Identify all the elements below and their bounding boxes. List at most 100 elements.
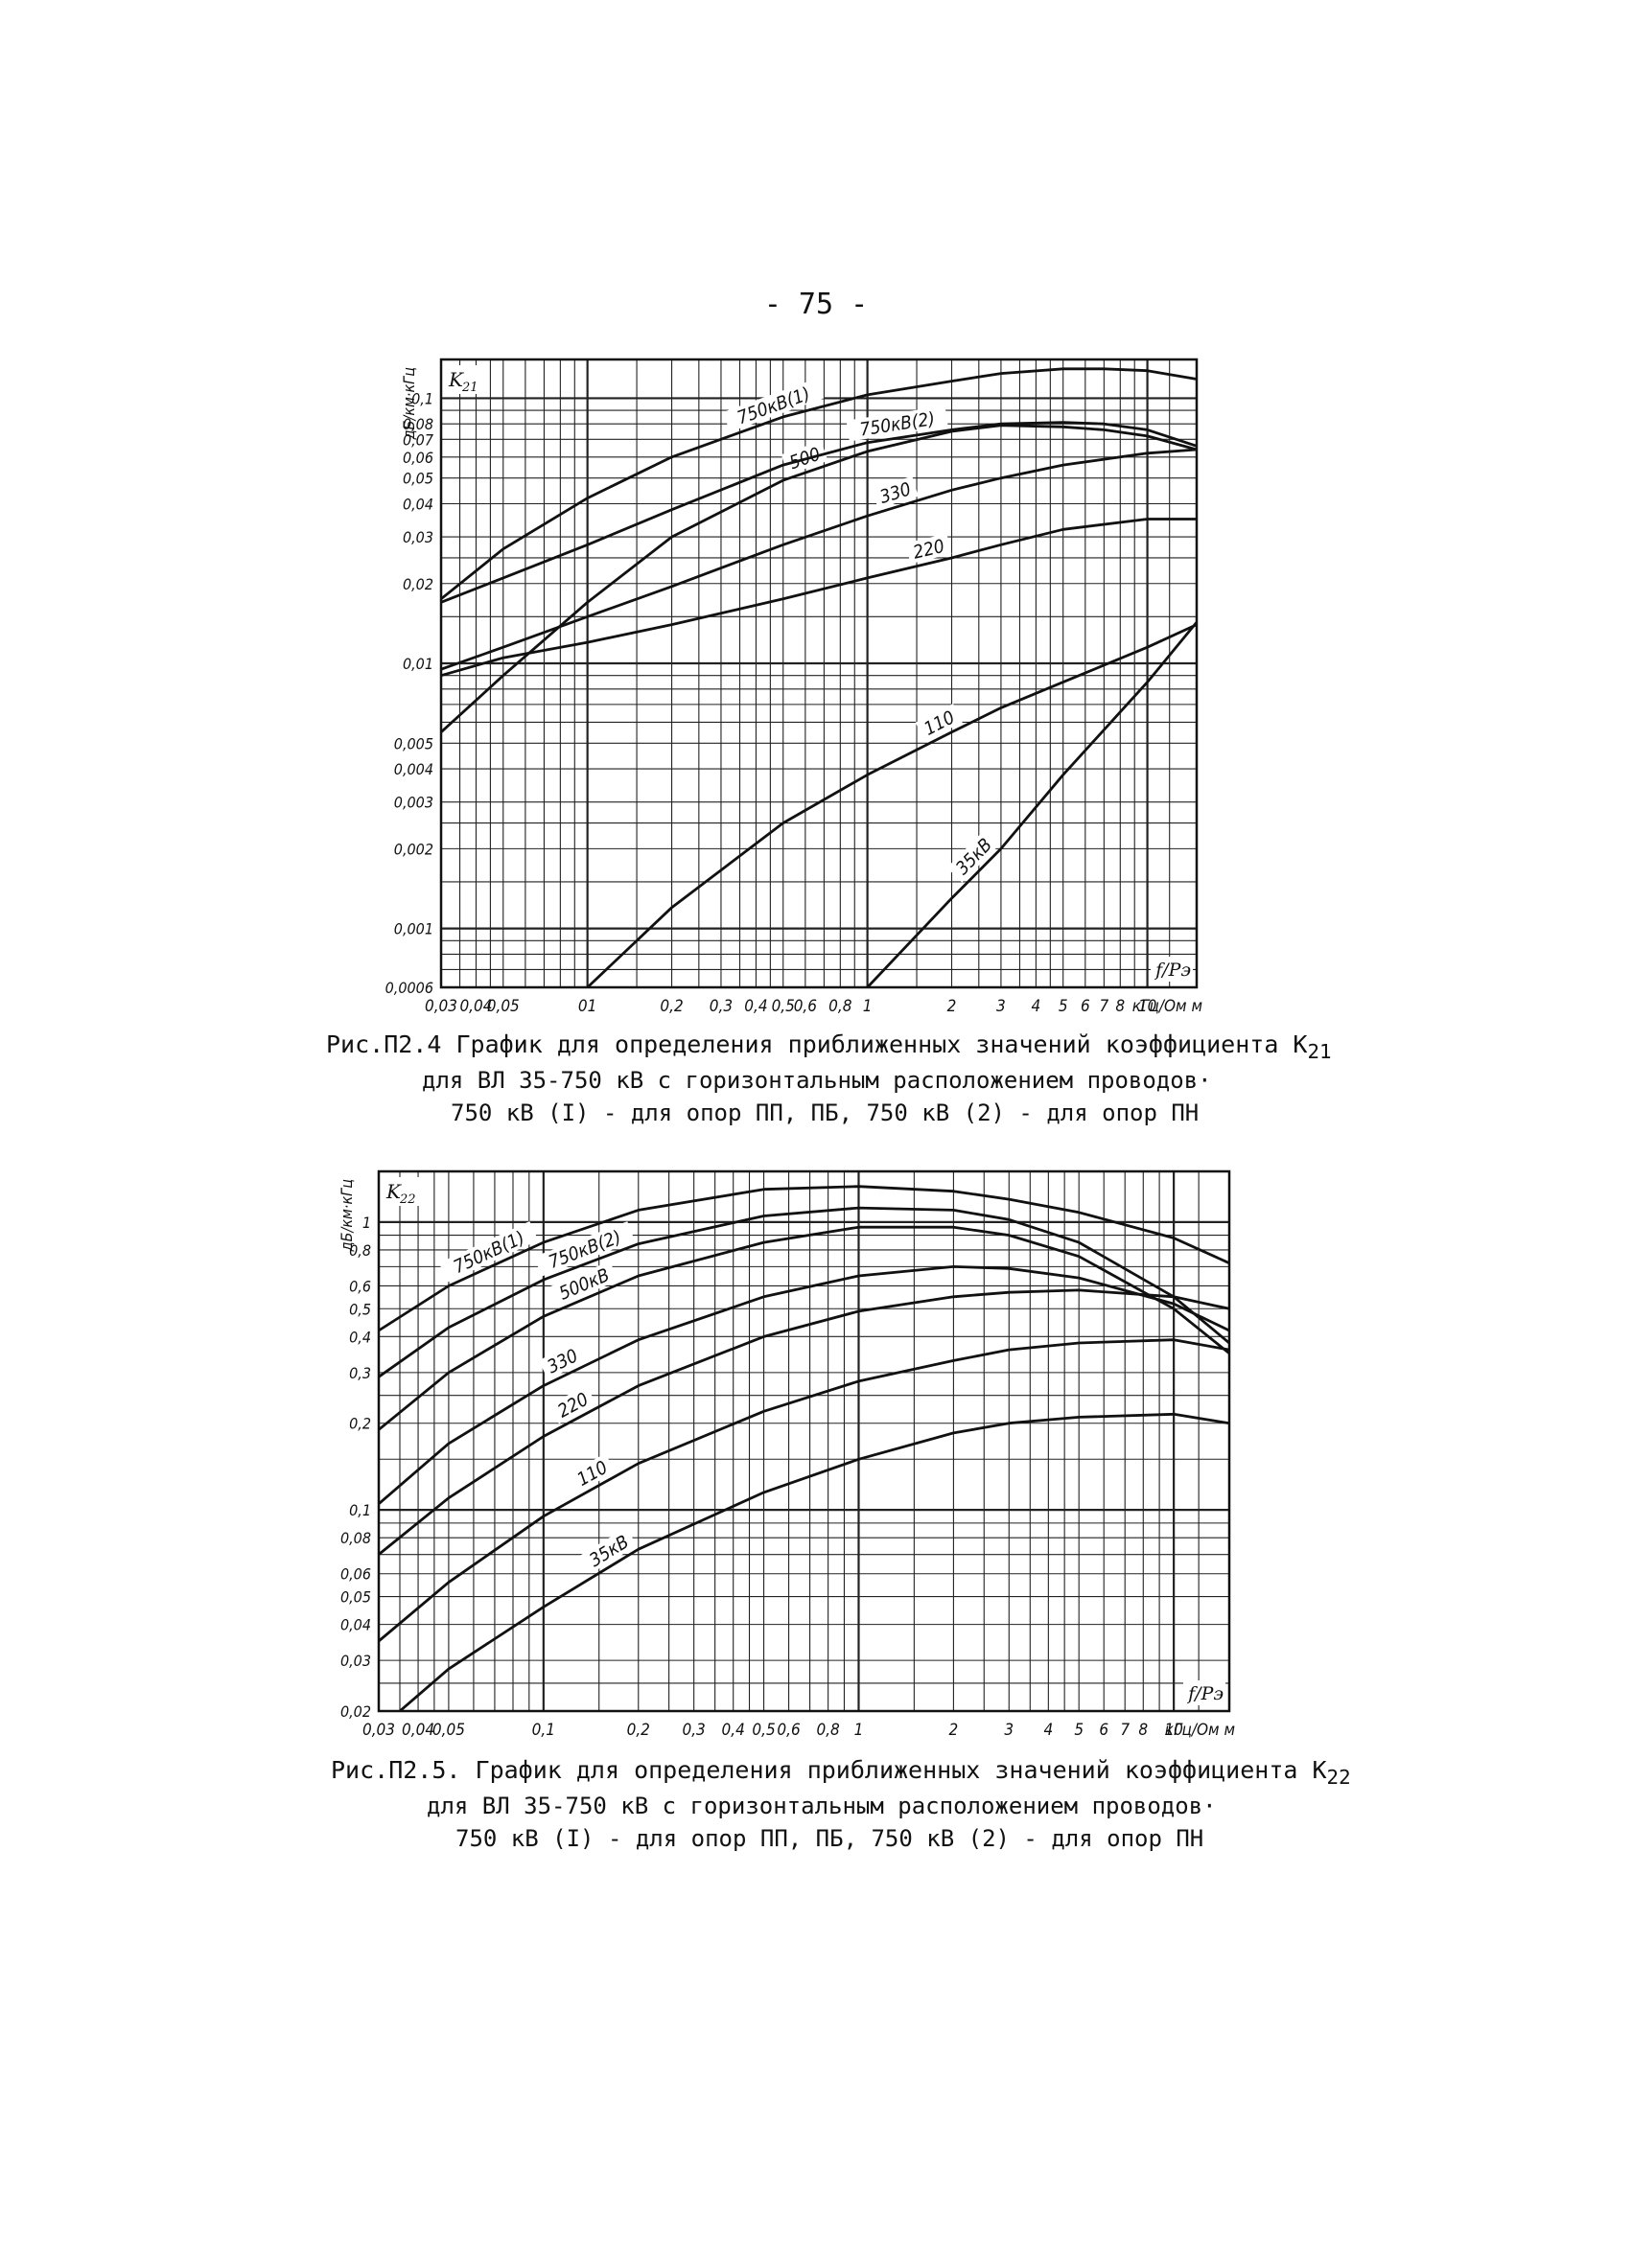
x-tick-label: 10: [1164, 1721, 1182, 1740]
x-tick-label: 4: [1032, 997, 1041, 1016]
x-unit-label: кГц/Ом м: [1132, 997, 1202, 1016]
x-tick-label: 1: [854, 1721, 864, 1740]
corner-label-bg: [1183, 1680, 1225, 1705]
series-label-bg: [538, 1342, 586, 1380]
y-tick-label: 0,004: [394, 760, 433, 778]
x-tick-label: 0,6: [777, 1721, 801, 1740]
series-label-bg: [549, 1261, 618, 1307]
x-tick-label: 0,5: [772, 997, 795, 1016]
page-number: - 75 -: [763, 288, 869, 321]
x-tick-label: 0,4: [722, 1721, 745, 1740]
x-tick-label: 7: [1120, 1721, 1130, 1740]
x-tick-label: 5: [1074, 1721, 1084, 1740]
series-label-bg: [568, 1453, 616, 1493]
x-tick-label: 6: [1081, 997, 1090, 1016]
x-tick-label: 8: [1138, 1721, 1148, 1740]
x-tick-label: 8: [1115, 997, 1125, 1016]
series-line-2: [378, 1225, 1230, 1431]
y-tick-label: 0,08: [403, 415, 433, 433]
x-tick-label: 0,5: [752, 1721, 775, 1740]
y-tick-label: 0,4: [349, 1328, 371, 1346]
caption-1-line-3: 750 кВ (I) - для опор ПП, ПБ, 750 кВ (2)…: [451, 1099, 1200, 1126]
y-tick-label: 0,003: [394, 794, 433, 812]
plot-frame: [377, 1169, 1231, 1713]
series-line-6: [866, 621, 1199, 988]
series-label-bg: [915, 703, 963, 742]
caption-1-line-1: Рис.П2.4 График для определения приближе…: [326, 1030, 1332, 1063]
y-tick-label: 0,07: [403, 430, 434, 449]
x-tick-label: 5: [1059, 997, 1068, 1016]
caption-2-line-2: для ВЛ 35-750 кВ с горизонтальным распол…: [427, 1793, 1217, 1819]
y-symbol: K: [385, 1180, 402, 1203]
y-tick-label: 0,02: [403, 575, 433, 593]
y-tick-label: 0,06: [340, 1565, 371, 1584]
series-label-bg: [946, 829, 1000, 883]
series-label: 750кВ(2): [546, 1227, 624, 1274]
x-tick-label: 0,04: [402, 1721, 434, 1740]
y-symbol: K: [448, 368, 464, 391]
y-tick-label: 0,05: [403, 470, 433, 488]
series-label-group: 330: [538, 1342, 586, 1380]
x-tick-label: 0,04: [459, 997, 492, 1016]
series-line-5: [378, 1338, 1230, 1643]
grid: [378, 1171, 1229, 1712]
series-line-3: [440, 448, 1198, 671]
y-tick-label: 0,06: [403, 449, 433, 467]
x-tick-label: 0,03: [425, 997, 457, 1016]
series-line-4: [378, 1288, 1230, 1556]
series-label-bg: [905, 533, 952, 565]
grid: [440, 359, 1197, 988]
y-symbol-sub: 21: [461, 381, 478, 395]
y-tick-label: 0,6: [349, 1277, 371, 1295]
series-label-group: 220: [905, 533, 952, 565]
y-tick-label: 0,0006: [385, 979, 433, 997]
x-tick-label: 10: [1138, 997, 1156, 1016]
x-tick-label: 2: [949, 1721, 959, 1740]
series-line-5: [586, 623, 1198, 989]
y-tick-label: 0,08: [340, 1529, 371, 1547]
corner-label: f/Pэ: [1186, 1683, 1224, 1704]
series-line-3: [378, 1265, 1230, 1505]
caption-1-line-2: для ВЛ 35-750 кВ с горизонтальным распол…: [422, 1067, 1212, 1094]
y-tick-label: 0,03: [403, 528, 433, 546]
x-tick-label: 0,2: [627, 1721, 650, 1740]
series-label-bg: [722, 378, 825, 432]
series-label-bg: [781, 440, 828, 475]
x-tick-label: 7: [1099, 997, 1108, 1016]
plot-frame: [439, 358, 1199, 989]
x-tick-label: 0,6: [794, 997, 818, 1016]
x-tick-label: 01: [578, 997, 596, 1016]
x-tick-label: 6: [1099, 1721, 1108, 1740]
y-tick-label: 0,2: [349, 1415, 371, 1433]
series-label-bg: [438, 1221, 539, 1283]
series-label-bg: [548, 1385, 596, 1424]
symbol-bg: [383, 1177, 421, 1206]
series-label-bg: [872, 475, 919, 509]
y-tick-label: 0,001: [394, 920, 433, 938]
series-label-bg: [534, 1221, 636, 1277]
y-axis-label: дБ/км·кГц: [400, 367, 418, 441]
series-label-bg: [846, 405, 948, 442]
x-tick-label: 0,8: [816, 1721, 840, 1740]
y-tick-label: 0,5: [349, 1300, 371, 1318]
x-tick-label: 2: [947, 997, 957, 1016]
y-tick-label: 0,05: [340, 1588, 371, 1607]
series-line-0: [440, 367, 1198, 600]
x-tick-label: 4: [1043, 1721, 1053, 1740]
series-label-group: 220: [548, 1385, 596, 1424]
figure-caption-1: Рис.П2.4 График для определения приближе…: [326, 1030, 1332, 1127]
x-tick-label: 0,8: [828, 997, 852, 1016]
y-tick-label: 0,1: [411, 389, 433, 407]
y-tick-label: 0,04: [403, 495, 433, 513]
x-tick-label: 0,4: [744, 997, 767, 1016]
y-tick-label: 0,3: [349, 1364, 371, 1382]
y-tick-label: 0,03: [340, 1652, 371, 1670]
y-tick-label: 0,8: [349, 1241, 371, 1260]
x-tick-label: 0,3: [682, 1721, 705, 1740]
corner-label: f/Pэ: [1154, 960, 1191, 981]
y-tick-label: 0,02: [340, 1702, 371, 1721]
y-tick-label: 0,1: [349, 1501, 371, 1519]
x-tick-label: 0,1: [532, 1721, 555, 1740]
